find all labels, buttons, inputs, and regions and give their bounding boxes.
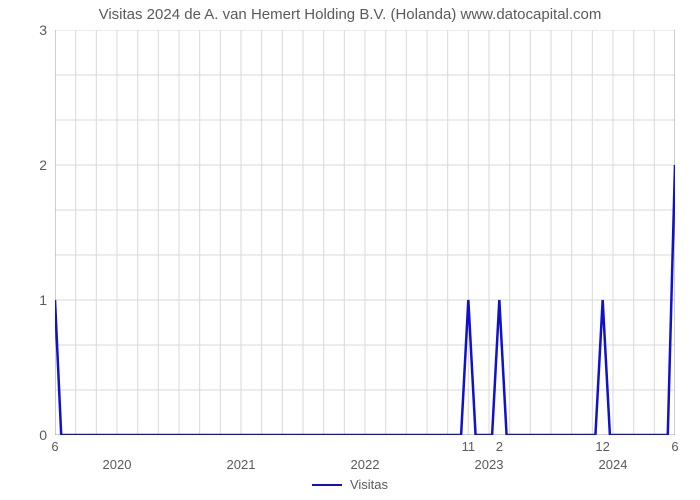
- x-value-label: 6: [51, 439, 58, 454]
- x-year-label: 2022: [351, 457, 380, 472]
- x-value-label: 2: [496, 439, 503, 454]
- y-tick-label: 2: [17, 157, 47, 173]
- x-value-label: 6: [671, 439, 678, 454]
- x-value-label: 11: [462, 439, 476, 454]
- x-year-label: 2023: [475, 457, 504, 472]
- x-value-label: 12: [595, 439, 609, 454]
- x-year-label: 2020: [103, 457, 132, 472]
- chart-title: Visitas 2024 de A. van Hemert Holding B.…: [0, 6, 700, 23]
- x-year-label: 2021: [227, 457, 256, 472]
- y-tick-label: 3: [17, 22, 47, 38]
- legend: Visitas: [0, 477, 700, 492]
- plot-area: [55, 30, 675, 435]
- chart-svg: [55, 30, 675, 435]
- x-year-label: 2024: [599, 457, 628, 472]
- legend-swatch: [312, 484, 342, 486]
- chart-container: Visitas 2024 de A. van Hemert Holding B.…: [0, 0, 700, 500]
- y-tick-label: 1: [17, 292, 47, 308]
- legend-label: Visitas: [350, 477, 388, 492]
- y-tick-label: 0: [17, 427, 47, 443]
